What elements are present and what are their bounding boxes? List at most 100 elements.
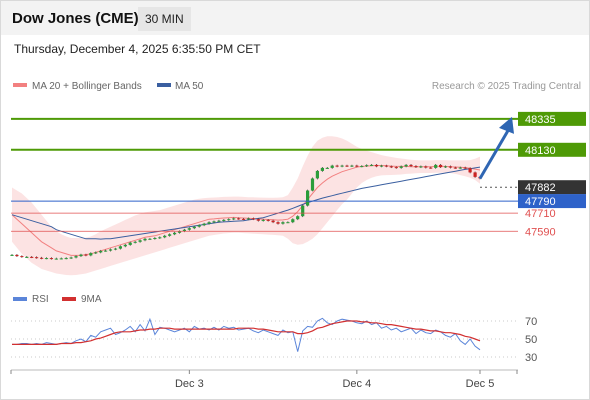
candle-body bbox=[434, 164, 438, 168]
bollinger-band bbox=[12, 136, 480, 276]
x-tick-label: Dec 3 bbox=[175, 378, 204, 390]
candle-body bbox=[138, 240, 142, 242]
candle-body bbox=[153, 238, 157, 239]
candle-body bbox=[261, 219, 265, 221]
candle-body bbox=[389, 166, 393, 168]
rsi-line bbox=[12, 317, 481, 352]
candle-body bbox=[419, 166, 423, 168]
candle-body bbox=[64, 258, 68, 260]
candle-body bbox=[384, 165, 388, 167]
candle-body bbox=[306, 190, 310, 206]
candle-body bbox=[458, 167, 462, 169]
candle-body bbox=[94, 252, 98, 254]
candle-body bbox=[310, 178, 315, 191]
candle-body bbox=[158, 237, 162, 239]
candle-body bbox=[443, 166, 448, 168]
level-tag-pivot bbox=[518, 194, 586, 209]
candle-body bbox=[113, 248, 118, 250]
candle-body bbox=[237, 218, 241, 220]
rsi-ma-legend-label: 9MA bbox=[81, 294, 102, 305]
candle-body bbox=[345, 165, 349, 167]
candle-body bbox=[104, 250, 108, 252]
projection-arrow-head bbox=[499, 116, 514, 134]
candle-body bbox=[320, 167, 324, 171]
level-tag-target bbox=[518, 142, 586, 157]
candle-body bbox=[123, 244, 127, 247]
level-label: 47710 bbox=[525, 208, 556, 220]
candle-body bbox=[54, 258, 58, 260]
candle-body bbox=[453, 167, 457, 169]
credit-label: Research © 2025 Trading Central bbox=[432, 81, 581, 92]
candle-body bbox=[74, 256, 78, 258]
level-tag-target bbox=[518, 111, 586, 126]
candle-body bbox=[246, 218, 251, 220]
x-axis: Dec 3 Dec 4 Dec 5 bbox=[10, 370, 518, 390]
candle-body bbox=[374, 164, 379, 167]
candle-body bbox=[197, 225, 201, 227]
candle-body bbox=[20, 256, 24, 258]
candle-body bbox=[468, 168, 472, 173]
candle-body bbox=[256, 219, 260, 221]
candle-body bbox=[296, 216, 300, 220]
candle-body bbox=[69, 257, 73, 259]
candle-body bbox=[133, 241, 137, 243]
candle-body bbox=[394, 167, 398, 169]
rsi-ma-line bbox=[12, 320, 481, 345]
candle-body bbox=[202, 223, 206, 226]
candle-body bbox=[99, 250, 103, 253]
level-label: 48335 bbox=[525, 114, 556, 126]
candle-body bbox=[340, 165, 344, 167]
ma20-legend-swatch bbox=[13, 83, 27, 87]
ma50-legend-label: MA 50 bbox=[175, 81, 204, 92]
candle-body bbox=[79, 254, 83, 257]
candle-body bbox=[15, 254, 19, 257]
candle-body bbox=[232, 218, 236, 220]
datetime-label: Thursday, December 4, 2025 6:35:50 PM CE… bbox=[14, 42, 261, 56]
timeframe-badge[interactable]: 30 MIN bbox=[138, 7, 191, 31]
rsi-tick-label: 70 bbox=[525, 316, 537, 328]
candle-body bbox=[212, 221, 216, 223]
candle-body bbox=[424, 166, 428, 168]
rsi-legend-swatch bbox=[13, 297, 27, 301]
level-label: 47882 bbox=[525, 182, 556, 194]
ma50-line bbox=[11, 166, 481, 240]
candle-body bbox=[286, 222, 290, 224]
candle-body bbox=[227, 219, 231, 221]
candle-body bbox=[128, 242, 132, 245]
candle-body bbox=[448, 166, 452, 168]
candle-body bbox=[10, 254, 14, 256]
candle-body bbox=[192, 226, 196, 229]
candle-body bbox=[429, 167, 433, 169]
level-label: 47590 bbox=[525, 226, 556, 238]
ma20-legend-label: MA 20 + Bollinger Bands bbox=[32, 81, 142, 92]
candle-body bbox=[404, 164, 408, 167]
candle-body bbox=[463, 167, 467, 169]
level-label: 48130 bbox=[525, 145, 556, 157]
candle-body bbox=[439, 164, 443, 168]
candle-body bbox=[143, 238, 147, 241]
projection-arrow-shaft bbox=[478, 128, 511, 180]
candle-body bbox=[163, 235, 167, 238]
candle-body bbox=[360, 166, 364, 168]
ma50-legend-swatch bbox=[157, 83, 171, 87]
candle-body bbox=[89, 253, 93, 256]
candle-body bbox=[414, 166, 418, 168]
candle-body bbox=[207, 222, 211, 224]
candle-body bbox=[276, 222, 280, 224]
candle-body bbox=[217, 220, 221, 222]
rsi-tick-label: 50 bbox=[525, 334, 537, 346]
rsi-ma-legend-swatch bbox=[62, 297, 76, 301]
rsi-tick-label: 30 bbox=[525, 352, 537, 364]
candle-body bbox=[40, 257, 44, 259]
x-tick-label: Dec 5 bbox=[466, 378, 495, 390]
candle-body bbox=[335, 165, 339, 167]
candle-body bbox=[291, 219, 295, 223]
candle-body bbox=[251, 218, 255, 220]
candle-body bbox=[365, 165, 369, 167]
candle-body bbox=[25, 256, 29, 258]
candle-body bbox=[59, 258, 63, 260]
candle-body bbox=[355, 165, 359, 167]
candle-body bbox=[330, 165, 334, 168]
